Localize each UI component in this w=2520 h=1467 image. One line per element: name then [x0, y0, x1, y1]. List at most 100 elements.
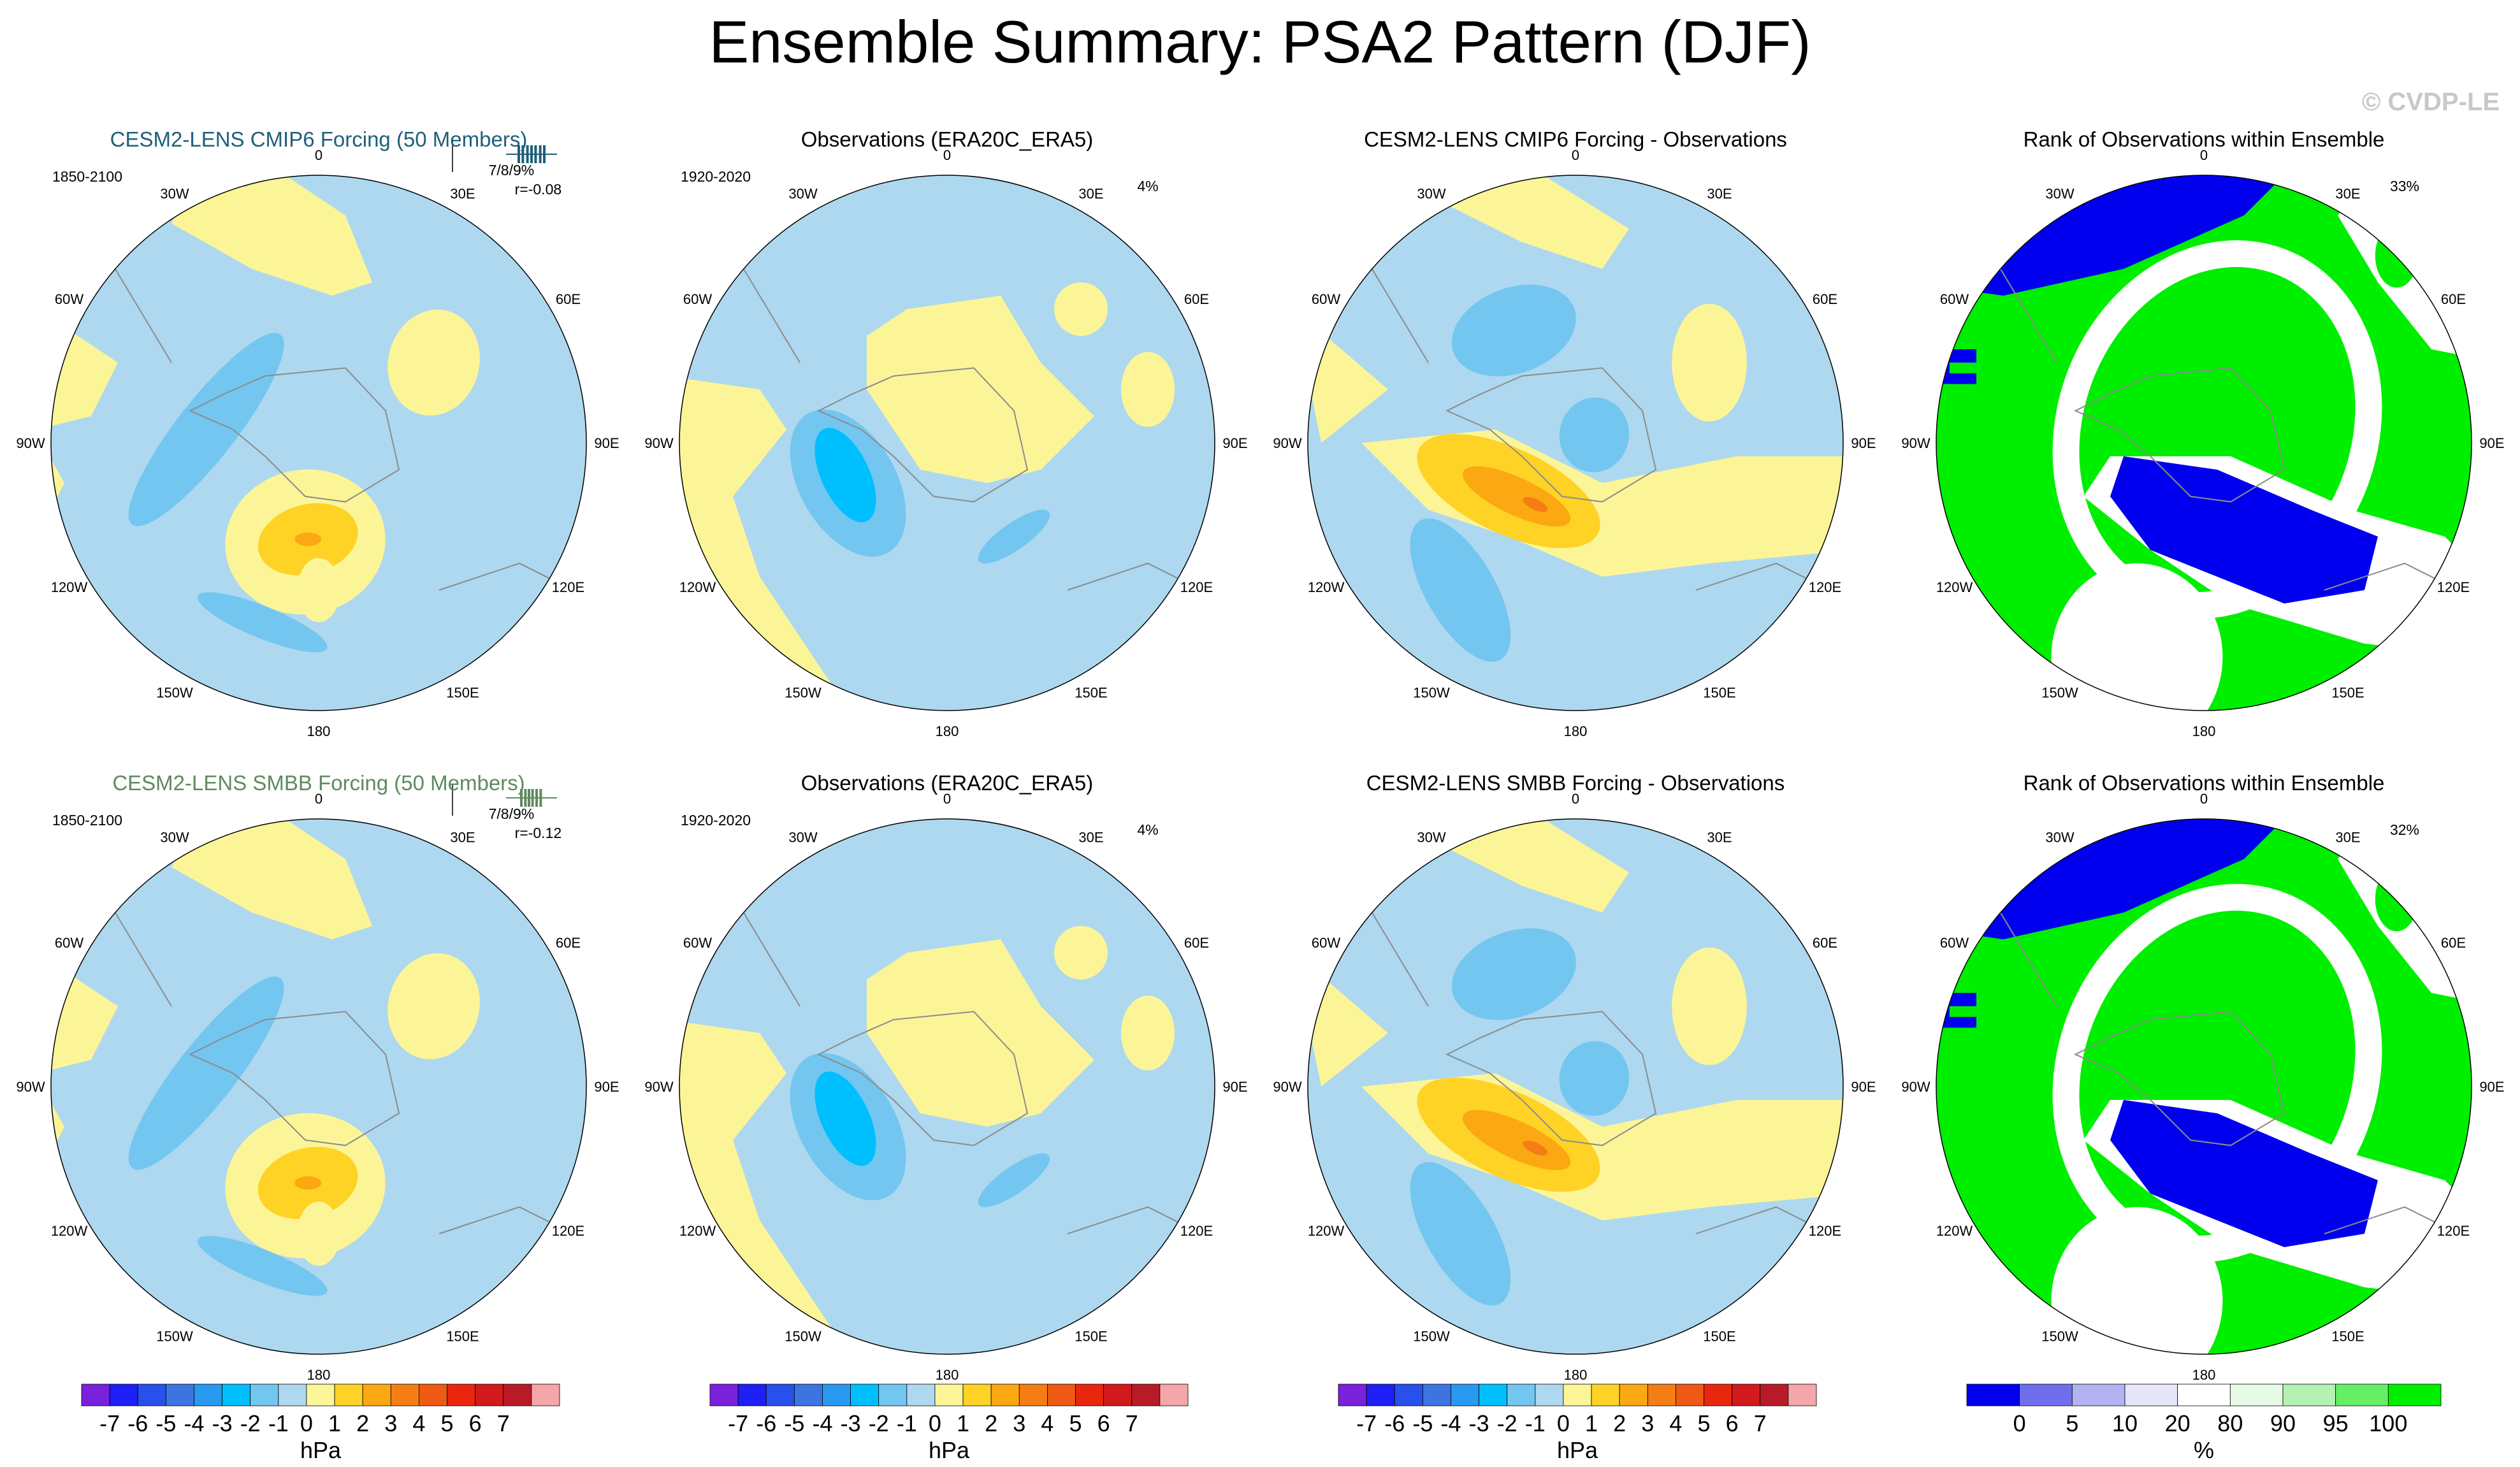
pattern-correlation: r=-0.12 — [515, 825, 562, 841]
colorbar-tick-label: -3 — [1469, 1410, 1489, 1436]
map-border — [50, 175, 587, 711]
variance-percent: 4% — [1137, 821, 1158, 838]
lon-label: 60E — [556, 291, 581, 307]
colorbar-swatch — [1047, 1384, 1076, 1406]
lon-label: 30E — [2335, 186, 2360, 202]
contour-region — [387, 309, 480, 416]
page-title: Ensemble Summary: PSA2 Pattern (DJF) — [709, 8, 1811, 75]
lon-label: 90W — [1901, 435, 1930, 451]
colorbar-tick-label: 6 — [469, 1410, 482, 1436]
map-fill — [679, 819, 1215, 1354]
lon-label: 120E — [2437, 1223, 2470, 1239]
map-fill — [679, 175, 1215, 711]
colorbar-swatch — [1788, 1384, 1817, 1406]
variance-percent: 4% — [1137, 178, 1158, 194]
colorbar-tick-label: 0 — [300, 1410, 313, 1436]
colorbar-swatch — [390, 1384, 419, 1406]
rank-stat: 7/8/9% — [489, 806, 535, 822]
contour-region — [1559, 1041, 1630, 1117]
contour-region — [294, 1176, 322, 1190]
contour-region — [815, 428, 876, 523]
lon-label: 150W — [785, 684, 822, 700]
lon-label: 90W — [1273, 1079, 1301, 1095]
colorbar-tick-label: 80 — [2217, 1410, 2243, 1436]
colorbar-tick-label: 5 — [1698, 1410, 1711, 1436]
contour-region — [867, 939, 1094, 1127]
colorbar-tick-label: 3 — [1641, 1410, 1654, 1436]
panel-title: Rank of Observations within Ensemble — [2024, 127, 2385, 151]
colorbar-swatch — [1451, 1384, 1479, 1406]
colorbar-swatch — [1966, 1384, 2020, 1406]
antarctica-coastline — [1445, 367, 1657, 503]
lon-label: 120W — [1936, 579, 1973, 595]
colorbar-swatch — [1535, 1384, 1564, 1406]
panel-title: CESM2-LENS SMBB Forcing - Observations — [1366, 771, 1785, 795]
lon-label: 90W — [16, 435, 45, 451]
colorbar-tick-label: 3 — [1013, 1410, 1025, 1436]
map-panel-r2-c1 — [50, 784, 587, 1355]
lon-label: 90E — [2479, 435, 2504, 451]
contour-region — [1054, 282, 1108, 336]
map-panel-r2-c2 — [679, 818, 1215, 1355]
watermark: © CVDP-LE — [2361, 88, 2500, 116]
antarctica-coastline — [817, 1011, 1029, 1146]
colorbar-swatch — [447, 1384, 476, 1406]
contour-region — [1121, 995, 1175, 1071]
lon-label: 180 — [1564, 1367, 1588, 1383]
contour-region — [2051, 1207, 2223, 1354]
lon-label: 150E — [446, 684, 479, 700]
lon-label: 120W — [1308, 579, 1345, 595]
lon-label: 120E — [552, 579, 584, 595]
year-range: 1920-2020 — [681, 812, 751, 828]
contour-region — [171, 175, 372, 296]
colorbar-swatch — [419, 1384, 447, 1406]
colorbar-tick-label: -5 — [784, 1410, 804, 1436]
lon-label: 0 — [1572, 147, 1579, 163]
contour-region — [2375, 867, 2418, 932]
map-border — [1936, 818, 2472, 1355]
lon-label: 0 — [1572, 791, 1579, 807]
lon-label: 90E — [2479, 1079, 2504, 1095]
colorbar-swatch — [475, 1384, 504, 1406]
colorbar-swatch — [2124, 1384, 2178, 1406]
lon-label: 90W — [1273, 435, 1301, 451]
colorbar-tick-label: 2 — [356, 1410, 369, 1436]
lon-label: 30E — [1707, 186, 1732, 202]
colorbar-tick-label: 1 — [957, 1410, 969, 1436]
colorbar-4 — [1966, 1384, 2442, 1406]
colorbar-swatch — [1103, 1384, 1133, 1406]
lon-label: 150W — [1413, 684, 1450, 700]
panel-title: Rank of Observations within Ensemble — [2024, 771, 2385, 795]
colorbar-tick-label: 0 — [2013, 1410, 2026, 1436]
colorbar-tick-label: 7 — [1126, 1410, 1138, 1436]
colorbar-swatch — [1591, 1384, 1620, 1406]
colorbar-tick-label: -7 — [1356, 1410, 1377, 1436]
map-fill — [1308, 175, 1843, 711]
contour-region — [1451, 928, 1576, 1020]
lon-label: 30W — [2045, 830, 2074, 846]
antarctica-coastline — [2074, 1011, 2285, 1146]
lon-label: 90W — [16, 1079, 45, 1095]
colorbar-tick-label: -3 — [212, 1410, 233, 1436]
map-border — [1936, 175, 2472, 711]
colorbar-tick-label: -4 — [812, 1410, 832, 1436]
colorbar-swatch — [222, 1384, 251, 1406]
lon-label: 150E — [1075, 1328, 1107, 1344]
contour-region — [815, 1071, 876, 1166]
contour-region — [128, 333, 284, 526]
colorbar-tick-label: -5 — [1412, 1410, 1433, 1436]
panel-title: CESM2-LENS CMIP6 Forcing - Observations — [1364, 127, 1787, 151]
colorbar-swatch — [1647, 1384, 1676, 1406]
lon-label: 120W — [679, 579, 716, 595]
lon-label: 90E — [1851, 1079, 1876, 1095]
colorbar-swatch — [250, 1384, 279, 1406]
lon-label: 120W — [1936, 1223, 1973, 1239]
colorbar-tick-label: 5 — [2066, 1410, 2078, 1436]
lon-label: 30W — [160, 186, 189, 202]
colorbar-tick-label: 10 — [2112, 1410, 2138, 1436]
colorbar-tick-label: 4 — [1669, 1410, 1682, 1436]
colorbar-tick-label: -1 — [268, 1410, 289, 1436]
colorbar-tick-label: -6 — [127, 1410, 148, 1436]
lon-label: 30W — [788, 186, 817, 202]
lon-label: 180 — [936, 723, 959, 739]
